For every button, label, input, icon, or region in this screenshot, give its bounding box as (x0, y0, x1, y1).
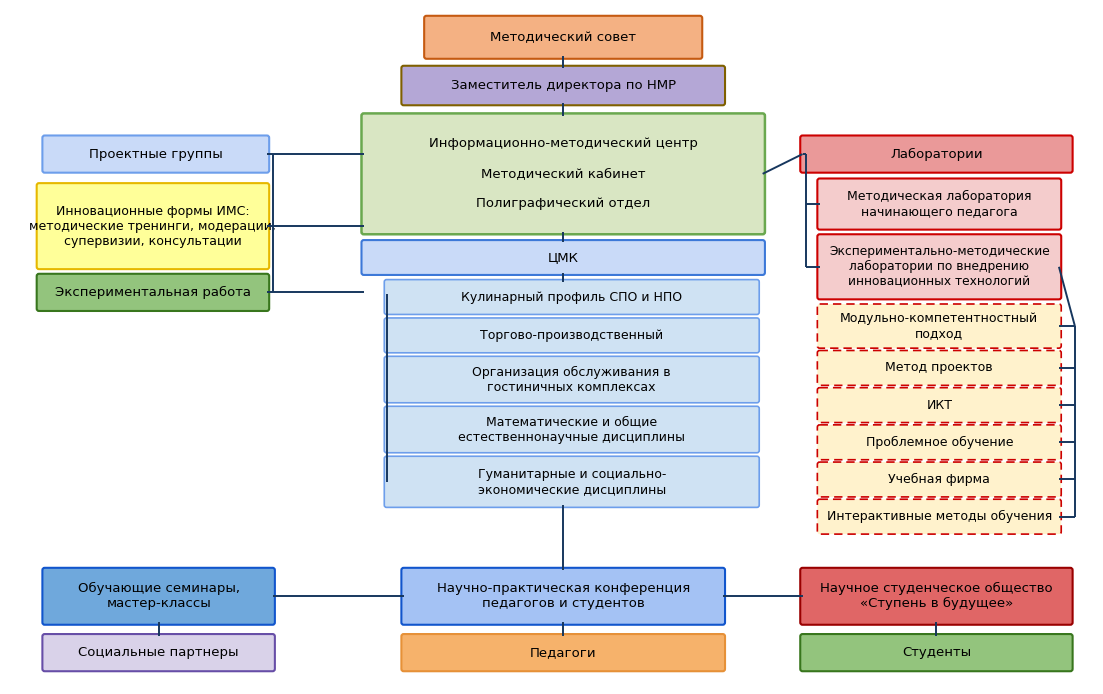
Text: Инновационные формы ИМС:
методические тренинги, модерации,
супервизии, консульта: Инновационные формы ИМС: методические тр… (30, 205, 277, 248)
FancyBboxPatch shape (36, 274, 269, 311)
FancyBboxPatch shape (401, 66, 725, 105)
Text: Научно-практическая конференция
педагогов и студентов: Научно-практическая конференция педагого… (437, 582, 689, 610)
FancyBboxPatch shape (401, 634, 725, 671)
Text: Метод проектов: Метод проектов (886, 362, 993, 375)
Text: Учебная фирма: Учебная фирма (888, 473, 990, 486)
FancyBboxPatch shape (384, 318, 759, 353)
Text: Математические и общие
естественнонаучные дисциплины: Математические и общие естественнонаучны… (458, 416, 685, 443)
Text: Кулинарный профиль СПО и НПО: Кулинарный профиль СПО и НПО (461, 291, 683, 303)
Text: Лаборатории: Лаборатории (890, 148, 983, 160)
FancyBboxPatch shape (362, 240, 764, 275)
FancyBboxPatch shape (425, 16, 703, 59)
FancyBboxPatch shape (801, 634, 1072, 671)
Text: Методический совет: Методический совет (490, 31, 636, 44)
FancyBboxPatch shape (817, 425, 1061, 459)
FancyBboxPatch shape (384, 280, 759, 314)
Text: Обучающие семинары,
мастер-классы: Обучающие семинары, мастер-классы (77, 582, 239, 610)
Text: Экспериментально-методические
лаборатории по внедрению
инновационных технологий: Экспериментально-методические лаборатори… (829, 245, 1050, 289)
Text: Проблемное обучение: Проблемное обучение (866, 436, 1013, 449)
FancyBboxPatch shape (384, 356, 759, 403)
Text: Заместитель директора по НМР: Заместитель директора по НМР (451, 79, 676, 92)
Text: ЦМК: ЦМК (548, 251, 579, 264)
Text: Гуманитарные и социально-
экономические дисциплины: Гуманитарные и социально- экономические … (478, 468, 666, 496)
FancyBboxPatch shape (401, 568, 725, 625)
Text: Организация обслуживания в
гостиничных комплексах: Организация обслуживания в гостиничных к… (472, 366, 671, 393)
Text: Торгово-производственный: Торгово-производственный (480, 329, 663, 342)
Text: Социальные партнеры: Социальные партнеры (78, 646, 239, 659)
FancyBboxPatch shape (384, 406, 759, 452)
FancyBboxPatch shape (817, 178, 1061, 230)
FancyBboxPatch shape (42, 135, 269, 173)
Text: Информационно-методический центр

Методический кабинет

Полиграфический отдел: Информационно-методический центр Методич… (429, 137, 697, 210)
FancyBboxPatch shape (817, 350, 1061, 385)
Text: Интерактивные методы обучения: Интерактивные методы обучения (826, 510, 1052, 523)
FancyBboxPatch shape (817, 499, 1061, 534)
FancyBboxPatch shape (817, 235, 1061, 299)
FancyBboxPatch shape (801, 135, 1072, 173)
FancyBboxPatch shape (817, 388, 1061, 423)
Text: Экспериментальная работа: Экспериментальная работа (55, 286, 250, 299)
FancyBboxPatch shape (42, 568, 275, 625)
Text: Научное студенческое общество
«Ступень в будущее»: Научное студенческое общество «Ступень в… (821, 582, 1052, 610)
Text: Модульно-компетентностный
подход: Модульно-компетентностный подход (840, 312, 1038, 340)
FancyBboxPatch shape (42, 634, 275, 671)
FancyBboxPatch shape (384, 456, 759, 507)
Text: ИКТ: ИКТ (927, 398, 952, 412)
Text: Педагоги: Педагоги (529, 646, 597, 659)
Text: Проектные группы: Проектные группы (89, 148, 223, 160)
Text: Методическая лаборатория
начинающего педагога: Методическая лаборатория начинающего пед… (847, 190, 1031, 218)
Text: Студенты: Студенты (902, 646, 971, 659)
FancyBboxPatch shape (817, 462, 1061, 497)
FancyBboxPatch shape (36, 183, 269, 269)
FancyBboxPatch shape (362, 113, 764, 235)
FancyBboxPatch shape (801, 568, 1072, 625)
FancyBboxPatch shape (817, 304, 1061, 348)
